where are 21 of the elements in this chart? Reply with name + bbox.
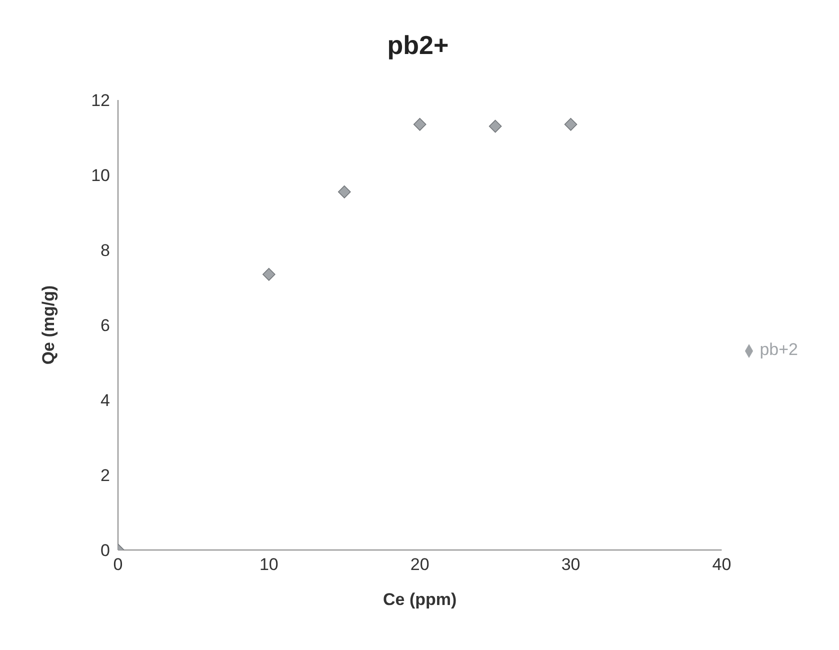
y-tick-label: 4	[100, 391, 110, 410]
point	[262, 268, 276, 281]
y-tick-label: 0	[100, 541, 110, 560]
point	[488, 120, 502, 133]
y-tick-label: 6	[100, 316, 110, 336]
x-tick-label: 30	[561, 555, 580, 574]
y-tick-label: 10	[91, 166, 110, 186]
y-axis-title: Qe (mg/g)	[39, 285, 58, 365]
x-tick-label: 10	[259, 555, 278, 574]
x-tick-label: 40	[712, 555, 732, 574]
legend-label: pb+2	[760, 340, 798, 359]
point	[413, 118, 426, 131]
y-tick-label: 8	[100, 241, 110, 260]
y-tick-label: 12	[91, 91, 110, 110]
x-tick-label: 0	[113, 555, 123, 574]
point	[338, 185, 351, 198]
x-tick-label: 20	[410, 555, 430, 574]
chart-title: pb2+	[386, 29, 450, 62]
point	[564, 118, 578, 131]
x-axis-title: Ce (ppm)	[383, 590, 457, 609]
y-tick-label: 2	[100, 466, 110, 486]
